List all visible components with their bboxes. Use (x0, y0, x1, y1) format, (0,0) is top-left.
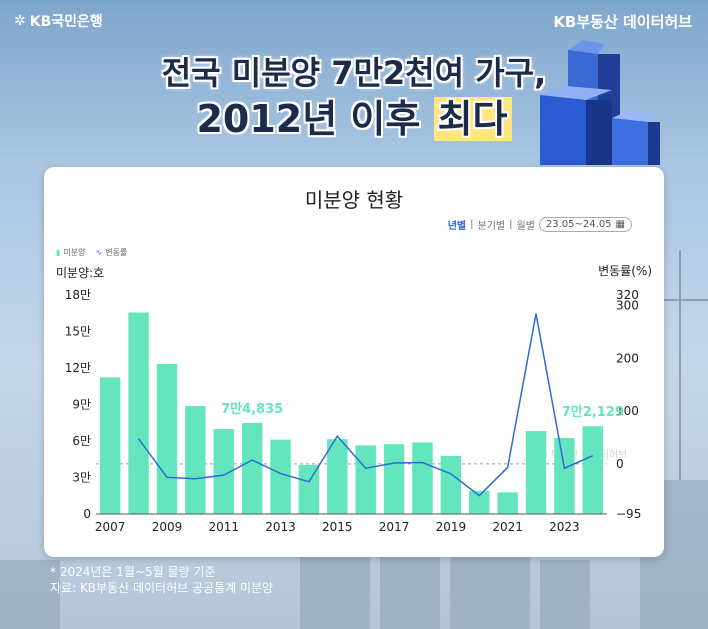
right-tick-label: −95 (616, 507, 641, 521)
bar-2018 (412, 442, 433, 514)
left-tick-label: 6만 (72, 434, 91, 448)
x-tick-label: 2021 (492, 520, 523, 534)
headline-line-1: 전국 미분양 7만2천여 가구, (161, 54, 547, 92)
period-range: 23.05~24.05 (545, 219, 612, 230)
footer: * 2024년은 1월~5월 물량 기준 자료: KB부동산 데이터허브 공공통… (50, 564, 273, 596)
x-tick-label: 2011 (208, 520, 239, 534)
filter-yearly[interactable]: 년별 (447, 221, 467, 232)
right-tick-label: 100 (616, 404, 639, 418)
period-filters: 년별 | 분기별 | 월별 23.05~24.05 ▦ (448, 217, 632, 232)
calendar-icon: ▦ (615, 219, 625, 230)
bar-2013 (270, 439, 291, 514)
chart-card: 미분양 현황 년별 | 분기별 | 월별 23.05~24.05 ▦ ▮ 미분양 ∿… (44, 167, 664, 557)
chart-svg: 미분양:호 변동률(%) 0 3만 6만 9만 12만 15만 18만 −95 0 100 200 300… (56, 264, 652, 534)
left-tick-label: 15만 (65, 325, 91, 339)
x-tick-label: 2013 (265, 520, 296, 534)
legend-item-bar: ▮ 미분양 (56, 247, 86, 258)
filter-quarterly[interactable]: 분기별 (477, 221, 506, 232)
right-tick-label: 0 (616, 457, 624, 471)
x-tick-label: 2015 (322, 520, 353, 534)
x-tick-label: 2017 (379, 520, 410, 534)
x-tick-label: 2023 (549, 520, 580, 534)
bar-2021 (497, 492, 518, 514)
bar-2015 (327, 439, 348, 514)
right-tick-label: 200 (616, 351, 639, 365)
bar-2008 (128, 312, 149, 514)
bar-2024 (582, 426, 604, 514)
period-selector[interactable]: 23.05~24.05 ▦ (538, 217, 632, 232)
legend: ▮ 미분양 ∿ 변동률 (56, 247, 127, 258)
kb-star-icon: ✲ (14, 13, 26, 29)
bar-2014 (298, 464, 320, 514)
left-tick-label: 0 (83, 507, 91, 521)
bar-2016 (355, 445, 376, 514)
bar-2019 (440, 455, 462, 514)
legend-line-label: 변동률 (105, 248, 128, 257)
right-tick-label: 300 (616, 299, 639, 313)
chart-title: 미분양 현황 (304, 188, 404, 212)
headline-line-2-prefix: 2012년 이후 (196, 97, 421, 141)
legend-bar-label: 미분양 (63, 248, 86, 257)
right-axis-title: 변동률(%) (598, 264, 652, 278)
bar-2017 (383, 444, 405, 514)
left-tick-label: 12만 (65, 361, 91, 375)
kb-data-hub-logo: KB부동산 데이터허브 (553, 13, 692, 31)
bar-2009 (156, 363, 178, 514)
x-tick-label: 2009 (152, 520, 183, 534)
left-axis-title: 미분양:호 (56, 266, 104, 280)
left-tick-label: 9만 (72, 398, 91, 412)
left-tick-label: 3만 (72, 471, 91, 485)
bar-2012 (241, 422, 263, 514)
filter-monthly[interactable]: 월별 (516, 221, 535, 232)
bar-2010 (185, 406, 206, 514)
kb-bank-name: KB국민은행 (29, 14, 103, 30)
bar-2022 (525, 431, 547, 514)
bar-2007 (99, 377, 121, 514)
footer-source: 자료: KB부동산 데이터허브 공공통계 미분양 (50, 581, 274, 595)
bar-2020 (469, 490, 490, 514)
building-graphic-icon (540, 40, 660, 165)
data-label-2024: 7만2,129 (562, 404, 624, 420)
x-tick-label: 2007 (95, 520, 126, 534)
headline-highlight: 최다 (433, 97, 512, 141)
footer-note: * 2024년은 1월~5월 물량 기준 (50, 565, 216, 579)
bar-2023 (554, 437, 575, 514)
watermark-text: KB 부동산 데이터허브 (534, 449, 627, 461)
kb-bank-logo: ✲ KB국민은행 (14, 11, 103, 31)
right-tick-label: 320 (616, 288, 639, 302)
change-rate-line (137, 313, 594, 497)
bar-legend-icon: ▮ (56, 248, 61, 257)
headline-line-2: 2012년 이후 최다 (0, 88, 708, 143)
bar-2011 (213, 429, 234, 514)
legend-item-line: ∿ 변동률 (96, 247, 128, 258)
left-tick-label: 18만 (65, 288, 91, 302)
x-tick-label: 2019 (436, 520, 467, 534)
line-legend-icon: ∿ (95, 248, 103, 257)
data-label-2012: 7만4,835 (221, 401, 283, 417)
